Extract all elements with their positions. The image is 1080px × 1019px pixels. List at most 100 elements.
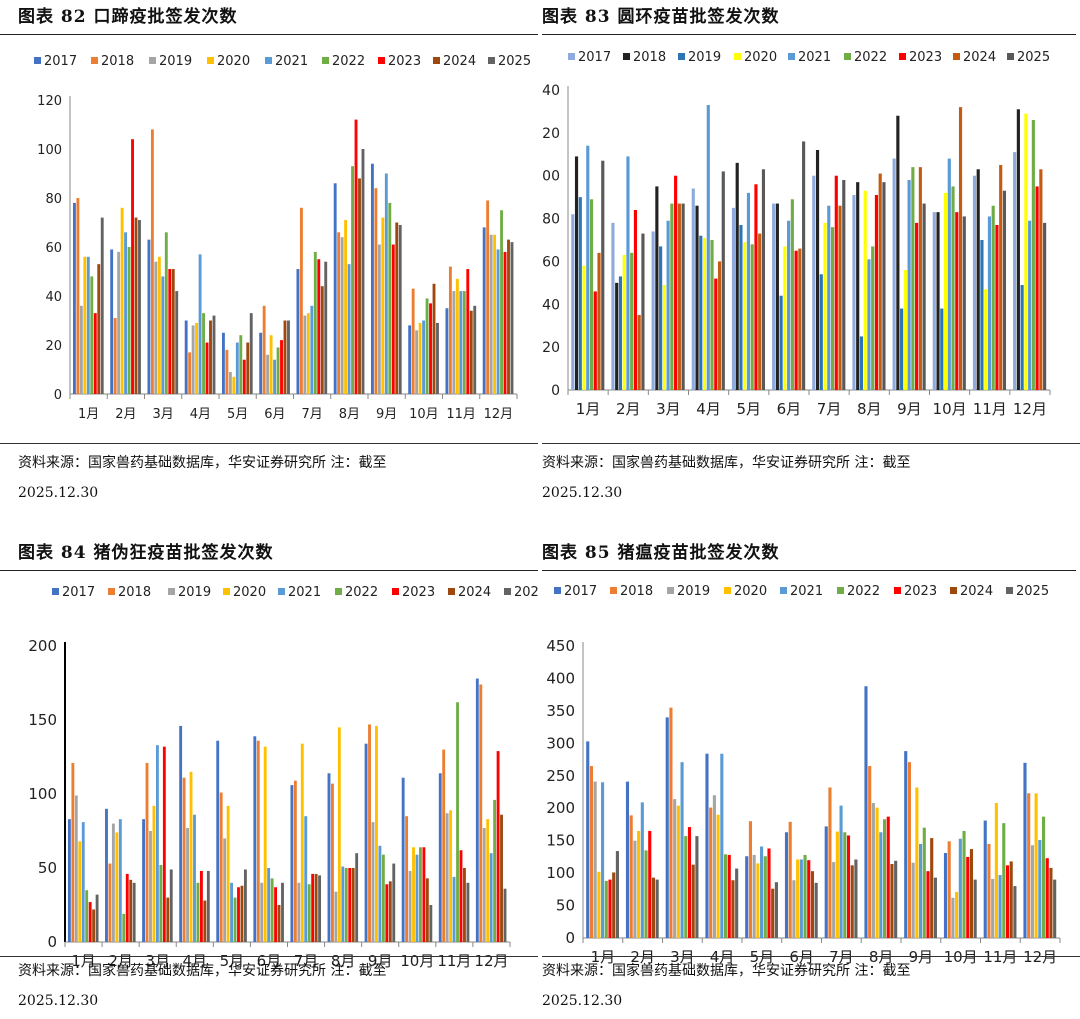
bar-2017-3 xyxy=(665,717,669,938)
x-category-label: 5月 xyxy=(750,948,775,966)
bar-2024-1 xyxy=(92,909,96,942)
legend-swatch-2020 xyxy=(223,588,230,595)
legend-swatch-2025 xyxy=(504,588,511,595)
y-tick-label: 0 xyxy=(47,933,57,951)
bar-2017-3 xyxy=(147,239,151,394)
legend-label-2024: 2024 xyxy=(963,50,996,65)
bar-2022-3 xyxy=(164,232,168,394)
bar-2024-3 xyxy=(171,269,175,394)
bar-2025-3 xyxy=(169,869,173,942)
bar-2025-8 xyxy=(361,149,365,394)
bar-2022-11 xyxy=(1002,823,1006,938)
bar-2020-7 xyxy=(306,313,310,394)
bar-2018-8 xyxy=(868,766,872,938)
bar-2022-6 xyxy=(270,878,274,942)
bar-2021-4 xyxy=(198,254,202,394)
bar-2025-2 xyxy=(655,879,659,938)
y-tick-label: 80 xyxy=(542,212,560,228)
bar-2020-8 xyxy=(863,190,867,390)
bar-2024-3 xyxy=(677,203,681,390)
bar-2023-6 xyxy=(794,250,798,390)
legend-label-2019: 2019 xyxy=(677,584,710,599)
y-tick-label: 150 xyxy=(28,711,57,729)
bar-2017-6 xyxy=(784,832,789,938)
x-category-label: 7月 xyxy=(817,400,842,418)
bar-2018-3 xyxy=(150,129,154,394)
y-tick-label: 100 xyxy=(546,864,575,882)
source-date: 2025.12.30 xyxy=(18,485,99,501)
y-tick-label: 20 xyxy=(45,339,62,354)
bar-2025-5 xyxy=(249,313,253,394)
bar-2020-6 xyxy=(796,859,800,938)
x-category-label: 10月 xyxy=(409,407,439,422)
y-tick-label: 100 xyxy=(28,785,57,803)
bar-2018-7 xyxy=(828,787,832,938)
bar-2017-9 xyxy=(892,158,896,390)
legend-swatch-2021 xyxy=(780,587,787,594)
x-category-label: 9月 xyxy=(897,400,922,418)
bar-2024-7 xyxy=(314,873,318,942)
bar-2023-12 xyxy=(1045,858,1049,938)
bar-2017-11 xyxy=(445,308,449,394)
x-category-label: 11月 xyxy=(983,948,1017,966)
bar-2019-11 xyxy=(980,240,984,390)
bar-2017-1 xyxy=(571,214,575,390)
bar-2020-12 xyxy=(1024,113,1028,391)
bar-2019-9 xyxy=(377,244,381,394)
bar-2017-3 xyxy=(142,819,145,942)
bar-2018-2 xyxy=(629,815,633,938)
bar-2018-8 xyxy=(337,232,341,394)
bar-2020-9 xyxy=(375,725,378,942)
bar-2023-2 xyxy=(648,830,652,938)
bar-2024-4 xyxy=(203,900,207,942)
bar-2020-3 xyxy=(152,805,156,942)
legend-label-2021: 2021 xyxy=(798,50,831,65)
bar-2021-1 xyxy=(81,822,85,942)
legend-swatch-2021 xyxy=(788,53,795,60)
bar-2019-2 xyxy=(618,276,623,390)
bar-2019-10 xyxy=(951,897,955,938)
bar-2019-11 xyxy=(445,813,449,942)
bar-2018-11 xyxy=(987,843,991,938)
bar-2020-2 xyxy=(115,832,119,942)
bar-2020-2 xyxy=(120,207,124,394)
bar-2020-8 xyxy=(344,220,348,394)
bar-2021-10 xyxy=(947,158,951,390)
bar-2022-5 xyxy=(233,897,237,942)
bar-2023-8 xyxy=(348,868,352,942)
x-category-label: 7月 xyxy=(301,407,322,422)
x-category-label: 5月 xyxy=(227,407,248,422)
bar-2019-5 xyxy=(752,854,756,938)
bar-2017-12 xyxy=(1013,152,1017,390)
bar-2023-10 xyxy=(955,212,959,390)
bar-2023-9 xyxy=(391,244,395,394)
bar-2023-1 xyxy=(593,291,597,390)
bar-2017-4 xyxy=(705,753,709,938)
bar-2020-12 xyxy=(486,819,490,942)
bar-2021-9 xyxy=(919,843,923,938)
bar-2025-1 xyxy=(95,894,99,942)
y-tick-label: 140 xyxy=(542,83,560,99)
bar-2017-12 xyxy=(1023,762,1027,938)
y-tick-label: 0 xyxy=(54,388,62,403)
bar-2022-8 xyxy=(351,166,354,394)
bar-2023-10 xyxy=(422,847,426,942)
bar-2019-3 xyxy=(673,799,677,938)
bar-2018-3 xyxy=(145,762,149,942)
legend-swatch-2023 xyxy=(378,57,385,64)
bar-2022-6 xyxy=(803,854,807,938)
bar-2020-9 xyxy=(903,270,907,390)
bar-2019-6 xyxy=(260,882,264,942)
source-divider xyxy=(0,443,538,444)
bar-2017-2 xyxy=(611,222,615,390)
bar-2023-9 xyxy=(915,222,919,390)
bar-2021-2 xyxy=(118,819,122,942)
x-category-label: 10月 xyxy=(944,948,978,966)
x-category-label: 1月 xyxy=(591,948,616,966)
bar-2020-1 xyxy=(78,841,82,942)
bar-2022-7 xyxy=(307,884,311,942)
legend-swatch-2022 xyxy=(335,588,342,595)
bar-2018-10 xyxy=(936,212,940,390)
bar-2022-12 xyxy=(493,799,497,942)
bar-2023-7 xyxy=(846,835,851,938)
